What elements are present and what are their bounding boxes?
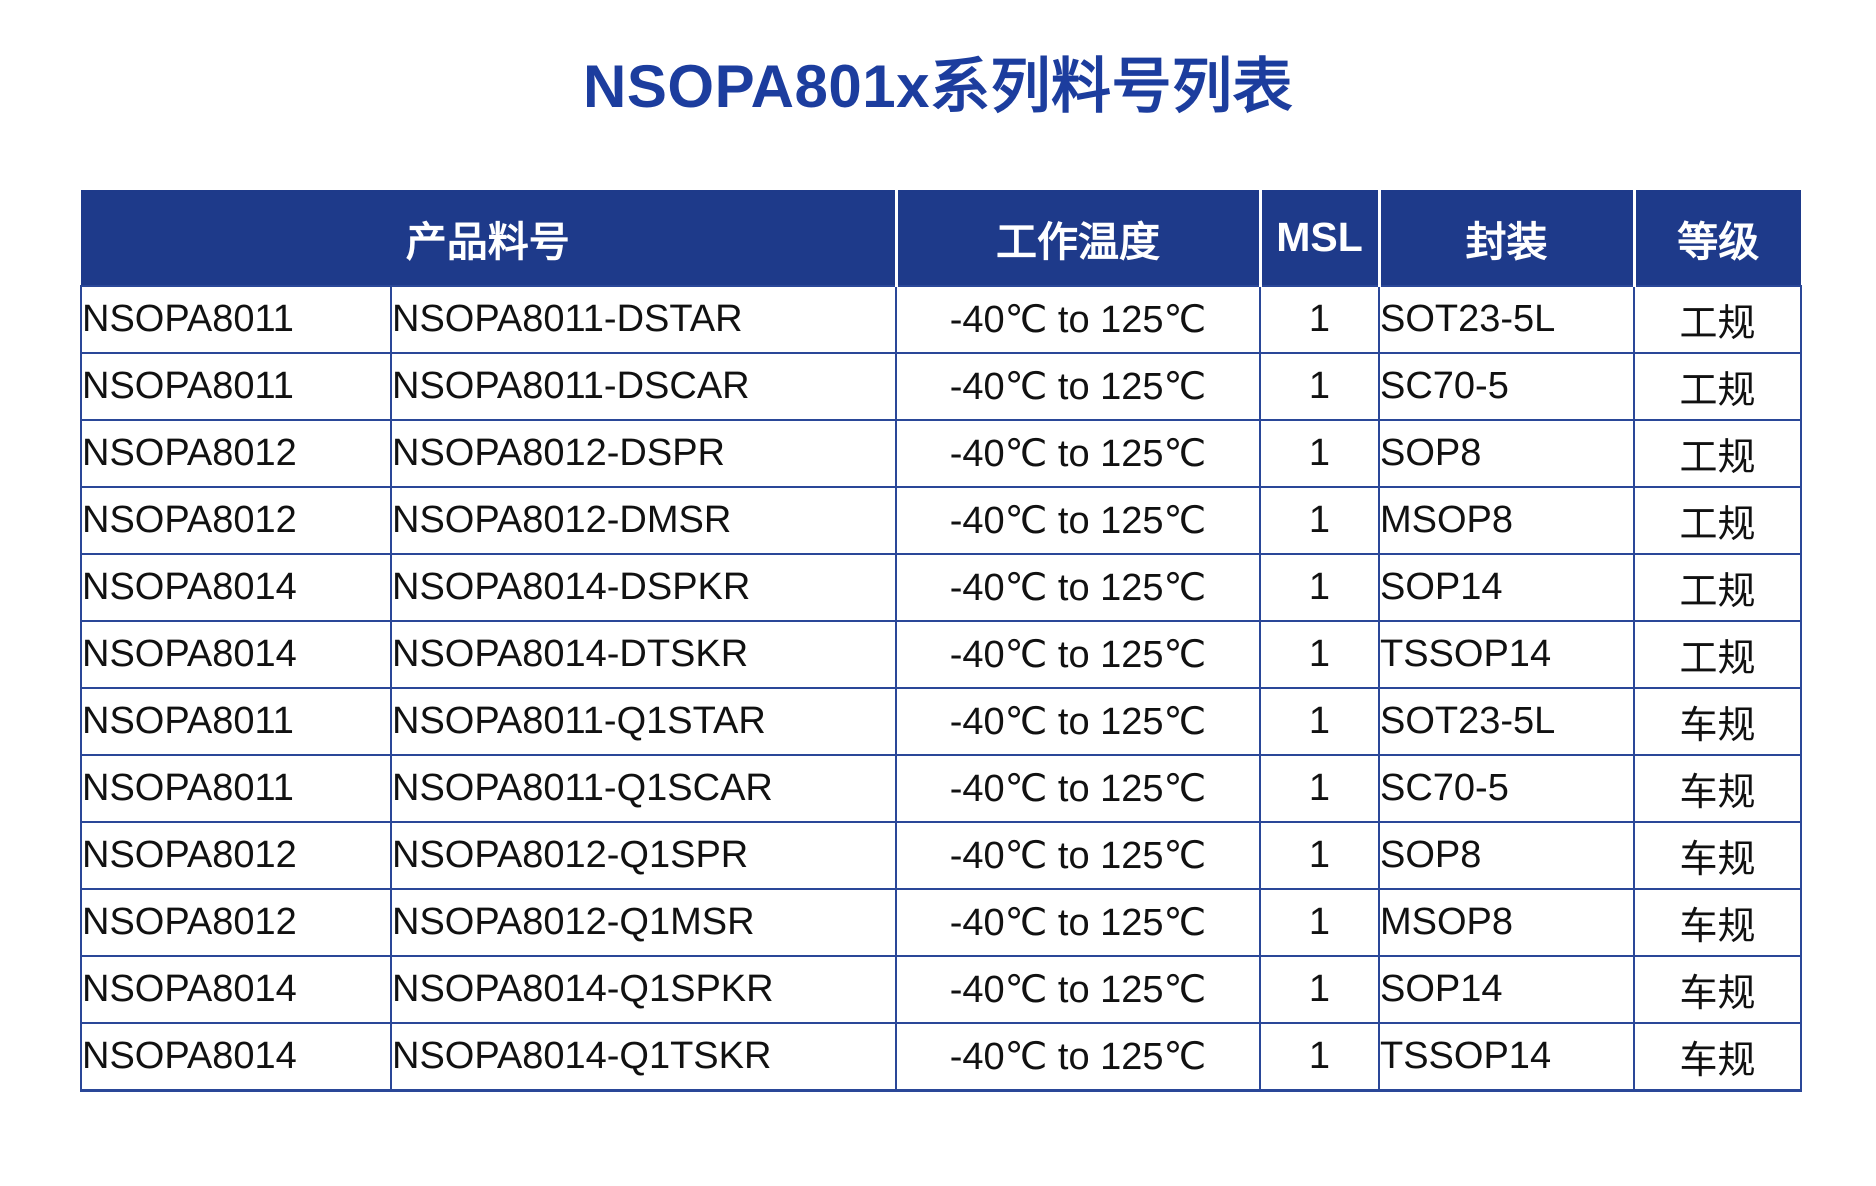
- cell-package: MSOP8: [1378, 486, 1635, 555]
- table-row: NSOPA8012 NSOPA8012-DMSR -40℃ to 125℃ 1 …: [80, 486, 1802, 555]
- cell-grade: 车规: [1633, 1022, 1802, 1092]
- cell-temperature: -40℃ to 125℃: [895, 285, 1261, 354]
- col-header-temperature: 工作温度: [894, 190, 1260, 286]
- cell-temperature: -40℃ to 125℃: [895, 955, 1261, 1024]
- table-row: NSOPA8014 NSOPA8014-Q1TSKR -40℃ to 125℃ …: [80, 1022, 1802, 1092]
- cell-series: NSOPA8012: [80, 821, 392, 890]
- cell-msl: 1: [1259, 754, 1380, 823]
- cell-msl: 1: [1259, 821, 1380, 890]
- cell-series: NSOPA8012: [80, 888, 392, 957]
- col-header-product: 产品料号: [81, 190, 896, 286]
- page-title: NSOPA801x系列料号列表: [583, 53, 1293, 120]
- cell-series: NSOPA8011: [80, 754, 392, 823]
- cell-msl: 1: [1259, 620, 1380, 689]
- cell-package: SOP8: [1378, 821, 1635, 890]
- cell-msl: 1: [1259, 352, 1380, 421]
- cell-series: NSOPA8012: [80, 486, 392, 555]
- cell-series: NSOPA8014: [80, 620, 392, 689]
- cell-package: SOP8: [1378, 419, 1635, 488]
- cell-part-number: NSOPA8014-DTSKR: [390, 620, 897, 689]
- cell-series: NSOPA8014: [80, 553, 392, 622]
- cell-part-number: NSOPA8011-Q1SCAR: [390, 754, 897, 823]
- table-row: NSOPA8012 NSOPA8012-Q1SPR -40℃ to 125℃ 1…: [80, 821, 1802, 890]
- table-row: NSOPA8014 NSOPA8014-Q1SPKR -40℃ to 125℃ …: [80, 955, 1802, 1024]
- cell-msl: 1: [1259, 419, 1380, 488]
- cell-grade: 车规: [1633, 821, 1802, 890]
- cell-msl: 1: [1259, 553, 1380, 622]
- cell-temperature: -40℃ to 125℃: [895, 888, 1261, 957]
- cell-grade: 车规: [1633, 888, 1802, 957]
- cell-temperature: -40℃ to 125℃: [895, 553, 1261, 622]
- cell-part-number: NSOPA8011-DSTAR: [390, 285, 897, 354]
- cell-part-number: NSOPA8012-DSPR: [390, 419, 897, 488]
- cell-part-number: NSOPA8012-Q1SPR: [390, 821, 897, 890]
- cell-part-number: NSOPA8014-Q1TSKR: [390, 1022, 897, 1092]
- cell-temperature: -40℃ to 125℃: [895, 419, 1261, 488]
- cell-package: SOP14: [1378, 553, 1635, 622]
- part-number-table: 产品料号 工作温度 MSL 封装 等级 NSOPA8011 NSOPA8011-…: [80, 190, 1802, 1092]
- table-body: NSOPA8011 NSOPA8011-DSTAR -40℃ to 125℃ 1…: [80, 285, 1802, 1092]
- cell-temperature: -40℃ to 125℃: [895, 1022, 1261, 1092]
- table-row: NSOPA8014 NSOPA8014-DTSKR -40℃ to 125℃ 1…: [80, 620, 1802, 689]
- cell-part-number: NSOPA8011-Q1STAR: [390, 687, 897, 756]
- cell-grade: 工规: [1633, 553, 1802, 622]
- cell-part-number: NSOPA8012-Q1MSR: [390, 888, 897, 957]
- table-row: NSOPA8011 NSOPA8011-Q1SCAR -40℃ to 125℃ …: [80, 754, 1802, 823]
- cell-part-number: NSOPA8011-DSCAR: [390, 352, 897, 421]
- cell-series: NSOPA8012: [80, 419, 392, 488]
- cell-package: MSOP8: [1378, 888, 1635, 957]
- table-row: NSOPA8014 NSOPA8014-DSPKR -40℃ to 125℃ 1…: [80, 553, 1802, 622]
- cell-package: SOP14: [1378, 955, 1635, 1024]
- header-row: 产品料号 工作温度 MSL 封装 等级: [81, 190, 1801, 286]
- cell-temperature: -40℃ to 125℃: [895, 620, 1261, 689]
- cell-part-number: NSOPA8014-Q1SPKR: [390, 955, 897, 1024]
- cell-grade: 工规: [1633, 285, 1802, 354]
- table-row: NSOPA8011 NSOPA8011-DSCAR -40℃ to 125℃ 1…: [80, 352, 1802, 421]
- table-row: NSOPA8011 NSOPA8011-Q1STAR -40℃ to 125℃ …: [80, 687, 1802, 756]
- cell-grade: 工规: [1633, 352, 1802, 421]
- cell-grade: 工规: [1633, 486, 1802, 555]
- cell-package: TSSOP14: [1378, 1022, 1635, 1092]
- table-row: NSOPA8012 NSOPA8012-Q1MSR -40℃ to 125℃ 1…: [80, 888, 1802, 957]
- cell-series: NSOPA8011: [80, 687, 392, 756]
- cell-package: SOT23-5L: [1378, 687, 1635, 756]
- cell-msl: 1: [1259, 1022, 1380, 1092]
- cell-series: NSOPA8011: [80, 285, 392, 354]
- cell-msl: 1: [1259, 285, 1380, 354]
- cell-grade: 工规: [1633, 620, 1802, 689]
- cell-grade: 车规: [1633, 687, 1802, 756]
- cell-package: SOT23-5L: [1378, 285, 1635, 354]
- cell-package: SC70-5: [1378, 754, 1635, 823]
- cell-grade: 车规: [1633, 955, 1802, 1024]
- cell-msl: 1: [1259, 486, 1380, 555]
- cell-temperature: -40℃ to 125℃: [895, 754, 1261, 823]
- cell-series: NSOPA8011: [80, 352, 392, 421]
- cell-msl: 1: [1259, 955, 1380, 1024]
- cell-series: NSOPA8014: [80, 955, 392, 1024]
- cell-package: TSSOP14: [1378, 620, 1635, 689]
- cell-package: SC70-5: [1378, 352, 1635, 421]
- cell-part-number: NSOPA8014-DSPKR: [390, 553, 897, 622]
- cell-grade: 工规: [1633, 419, 1802, 488]
- col-header-grade: 等级: [1632, 190, 1801, 286]
- col-header-package: 封装: [1377, 190, 1634, 286]
- cell-temperature: -40℃ to 125℃: [895, 821, 1261, 890]
- cell-msl: 1: [1259, 687, 1380, 756]
- col-header-msl: MSL: [1258, 190, 1379, 286]
- cell-temperature: -40℃ to 125℃: [895, 687, 1261, 756]
- cell-grade: 车规: [1633, 754, 1802, 823]
- cell-series: NSOPA8014: [80, 1022, 392, 1092]
- table-row: NSOPA8011 NSOPA8011-DSTAR -40℃ to 125℃ 1…: [80, 285, 1802, 354]
- cell-temperature: -40℃ to 125℃: [895, 486, 1261, 555]
- cell-part-number: NSOPA8012-DMSR: [390, 486, 897, 555]
- cell-msl: 1: [1259, 888, 1380, 957]
- table-header: 产品料号 工作温度 MSL 封装 等级: [81, 190, 1801, 286]
- cell-temperature: -40℃ to 125℃: [895, 352, 1261, 421]
- table-row: NSOPA8012 NSOPA8012-DSPR -40℃ to 125℃ 1 …: [80, 419, 1802, 488]
